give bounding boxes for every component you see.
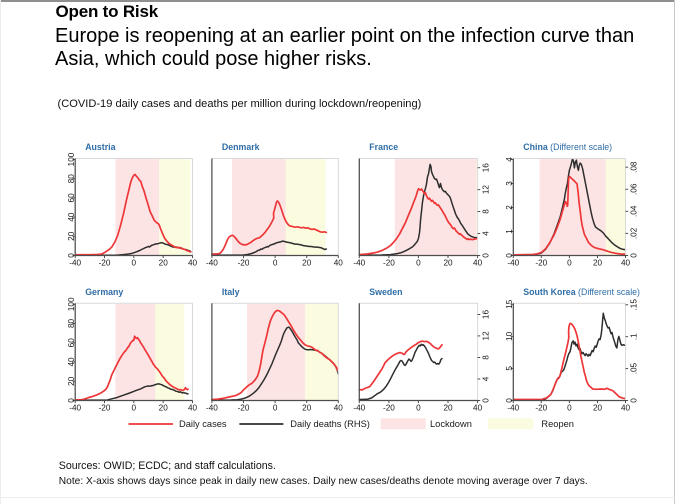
svg-text:Reopen: Reopen — [541, 419, 574, 429]
svg-text:0: 0 — [67, 398, 76, 403]
svg-text:.05: .05 — [630, 362, 639, 374]
svg-text:Daily cases: Daily cases — [179, 419, 227, 429]
svg-text:0: 0 — [416, 259, 421, 268]
svg-text:0: 0 — [273, 259, 278, 268]
svg-text:-20: -20 — [535, 259, 547, 268]
svg-text:-40: -40 — [507, 404, 519, 413]
svg-text:-40: -40 — [69, 259, 81, 268]
svg-text:0: 0 — [482, 253, 491, 258]
svg-text:1: 1 — [505, 229, 514, 234]
svg-text:.02: .02 — [630, 227, 639, 239]
svg-text:40: 40 — [473, 259, 483, 268]
svg-text:0: 0 — [505, 253, 514, 258]
svg-text:20: 20 — [593, 404, 603, 413]
svg-text:0: 0 — [273, 404, 278, 413]
svg-text:20: 20 — [302, 259, 312, 268]
svg-text:4: 4 — [482, 376, 491, 381]
svg-text:100: 100 — [67, 297, 76, 311]
svg-text:40: 40 — [334, 404, 344, 413]
svg-text:20: 20 — [67, 376, 76, 386]
svg-text:3: 3 — [505, 181, 514, 186]
svg-text:-20: -20 — [238, 259, 250, 268]
svg-text:8: 8 — [482, 355, 491, 360]
svg-text:-40: -40 — [69, 404, 81, 413]
svg-text:100: 100 — [67, 152, 76, 166]
svg-text:.06: .06 — [630, 183, 639, 195]
svg-text:0: 0 — [416, 404, 421, 413]
svg-text:Sweden: Sweden — [369, 287, 402, 297]
svg-text:0: 0 — [630, 253, 639, 258]
svg-text:12: 12 — [482, 185, 491, 195]
svg-text:40: 40 — [621, 404, 631, 413]
svg-text:0: 0 — [132, 404, 137, 413]
svg-text:-20: -20 — [535, 404, 547, 413]
svg-text:60: 60 — [67, 193, 76, 203]
svg-text:0: 0 — [630, 398, 639, 403]
svg-text:-20: -20 — [99, 259, 111, 268]
svg-text:China (Different scale): China (Different scale) — [523, 142, 612, 152]
svg-text:40: 40 — [67, 212, 76, 222]
svg-text:80: 80 — [67, 174, 76, 184]
svg-text:20: 20 — [67, 231, 76, 241]
svg-text:Daily deaths (RHS): Daily deaths (RHS) — [290, 419, 370, 429]
svg-text:20: 20 — [159, 404, 169, 413]
svg-text:80: 80 — [67, 319, 76, 329]
svg-text:Denmark: Denmark — [222, 142, 260, 152]
svg-text:20: 20 — [593, 259, 603, 268]
svg-text:4: 4 — [482, 231, 491, 236]
svg-text:8: 8 — [482, 209, 491, 214]
svg-text:40: 40 — [67, 357, 76, 367]
svg-text:0: 0 — [567, 259, 572, 268]
svg-text:20: 20 — [443, 259, 453, 268]
svg-text:France: France — [369, 142, 398, 152]
svg-text:Austria: Austria — [85, 142, 115, 152]
svg-text:12: 12 — [482, 331, 491, 341]
svg-text:0: 0 — [567, 404, 572, 413]
svg-text:4: 4 — [505, 157, 514, 162]
svg-text:0: 0 — [132, 259, 137, 268]
svg-text:5: 5 — [505, 366, 514, 371]
svg-text:16: 16 — [482, 310, 491, 320]
svg-text:-20: -20 — [383, 404, 395, 413]
svg-text:60: 60 — [67, 338, 76, 348]
svg-text:-20: -20 — [99, 404, 111, 413]
svg-text:40: 40 — [188, 259, 198, 268]
svg-text:20: 20 — [443, 404, 453, 413]
svg-text:20: 20 — [159, 259, 169, 268]
svg-text:-20: -20 — [383, 259, 395, 268]
svg-text:-40: -40 — [206, 259, 218, 268]
svg-text:.1: .1 — [630, 333, 639, 340]
svg-text:.04: .04 — [630, 205, 639, 217]
svg-text:-40: -40 — [353, 259, 365, 268]
svg-text:40: 40 — [188, 404, 198, 413]
svg-text:2: 2 — [505, 205, 514, 210]
svg-text:.08: .08 — [630, 161, 639, 173]
svg-text:Italy: Italy — [222, 287, 240, 297]
svg-text:.15: .15 — [630, 299, 639, 311]
svg-text:-40: -40 — [507, 259, 519, 268]
svg-text:15: 15 — [505, 299, 514, 309]
svg-text:-20: -20 — [238, 404, 250, 413]
svg-text:40: 40 — [621, 259, 631, 268]
svg-text:40: 40 — [334, 259, 344, 268]
svg-text:40: 40 — [473, 404, 483, 413]
svg-text:Germany: Germany — [85, 287, 123, 297]
svg-text:0: 0 — [482, 398, 491, 403]
svg-text:0: 0 — [67, 253, 76, 258]
svg-text:10: 10 — [505, 331, 514, 341]
svg-text:South Korea (Different scale): South Korea (Different scale) — [523, 287, 640, 297]
svg-text:-40: -40 — [353, 404, 365, 413]
svg-text:16: 16 — [482, 163, 491, 173]
svg-text:-40: -40 — [206, 404, 218, 413]
svg-text:Lockdown: Lockdown — [430, 419, 472, 429]
svg-text:0: 0 — [505, 398, 514, 403]
svg-text:20: 20 — [302, 404, 312, 413]
